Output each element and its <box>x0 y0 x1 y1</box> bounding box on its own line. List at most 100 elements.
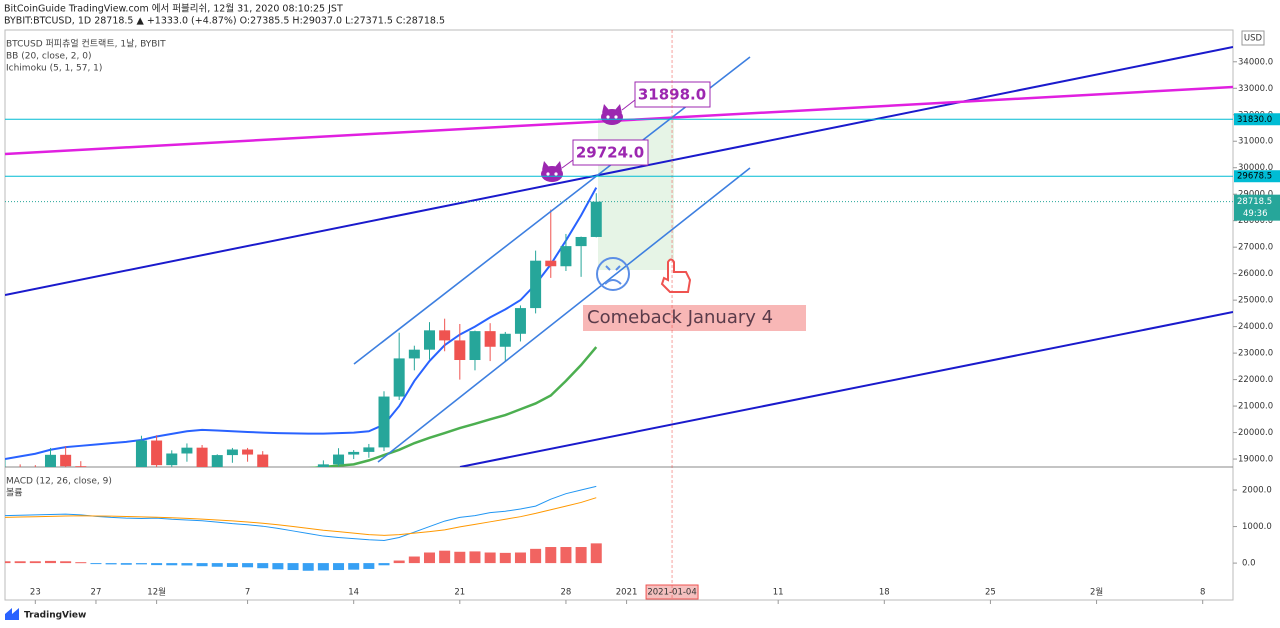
candle-body <box>348 451 360 455</box>
overlay-line <box>5 187 598 461</box>
candle-body <box>514 308 526 334</box>
channel-line <box>377 167 751 463</box>
candle-body <box>242 449 254 455</box>
x-tick-label: 11 <box>773 588 784 598</box>
logo-icon <box>5 608 19 620</box>
candle-body <box>545 260 557 267</box>
y-tick-label: 23000.0 <box>1238 349 1273 359</box>
note-text: Comeback January 4 <box>587 307 773 328</box>
histogram-bar <box>60 561 72 564</box>
histogram-bar <box>363 563 375 569</box>
histogram-bar <box>5 561 11 564</box>
y-tick-label: 25000.0 <box>1238 296 1273 306</box>
trend-line <box>5 46 1233 296</box>
candle-body <box>484 331 496 347</box>
note-box <box>583 305 806 331</box>
candle-body <box>317 464 329 467</box>
y-tick-label: 2000.0 <box>1242 486 1272 496</box>
candle-body <box>181 447 193 454</box>
histogram-bar <box>560 547 572 564</box>
signal-line <box>5 497 597 536</box>
x-tick-label: 14 <box>348 588 359 598</box>
legend-volume: 볼륨 <box>6 488 23 499</box>
candle-body <box>257 454 269 467</box>
x-tick-label: 25 <box>985 588 996 598</box>
currency: USD <box>1244 34 1263 44</box>
y-tick-label: 31000.0 <box>1238 137 1273 147</box>
histogram-bar <box>454 551 466 564</box>
histogram-bar <box>272 563 284 570</box>
y-tick-label: 22000.0 <box>1238 375 1273 385</box>
x-tick-label: 18 <box>879 588 890 598</box>
histogram-bar <box>333 563 345 571</box>
x-tick-label: 2월 <box>1090 587 1103 598</box>
candle-body <box>151 440 163 466</box>
histogram-bar <box>484 552 496 564</box>
histogram-bar <box>151 563 163 566</box>
symbol-line: BYBIT:BTCUSD, 1D 28718.5 ▲ +1333.0 (+4.8… <box>4 16 445 27</box>
candle-body <box>363 447 375 452</box>
candle-body <box>211 455 223 467</box>
histogram-bar <box>211 563 223 567</box>
callout-pointer <box>621 99 636 111</box>
x-tick-label: 27 <box>91 588 102 598</box>
candle-body <box>196 447 208 467</box>
publish-line: BitCoinGuide TradingView.com 에서 퍼블리쉬, 12… <box>4 3 343 15</box>
y-tick-label: 34000.0 <box>1238 57 1273 67</box>
histogram-bar <box>75 562 87 564</box>
histogram-bar <box>348 563 360 570</box>
sad-face-icon <box>596 257 630 291</box>
histogram-bar <box>196 563 208 567</box>
candle-body <box>408 349 420 359</box>
histogram-bar <box>135 563 147 565</box>
histogram-bar <box>287 563 299 571</box>
candle-body <box>560 246 572 267</box>
histogram-bar <box>44 560 56 564</box>
x-tick-label: 12월 <box>147 587 166 598</box>
currency-box <box>1241 30 1265 46</box>
y-tick-label: 30000.0 <box>1238 163 1273 173</box>
histogram-bar <box>423 552 435 564</box>
candle-body <box>60 454 72 467</box>
histogram-bar <box>439 550 451 564</box>
channel-line <box>353 56 751 365</box>
legend-ichimoku: Ichimoku (5, 1, 57, 1) <box>6 64 102 74</box>
histogram-bar <box>575 547 587 564</box>
histogram-bar <box>530 548 542 564</box>
main-pane <box>5 187 602 467</box>
histogram-bar <box>514 552 526 564</box>
x-tick-label: 8 <box>1200 588 1205 598</box>
pointer-hand-icon <box>660 258 692 293</box>
y-tick-label: 28000.0 <box>1238 216 1273 226</box>
plot-frame <box>4 29 1234 601</box>
x-tick-label: 28 <box>561 588 572 598</box>
macd-pane <box>5 485 602 571</box>
candle-body <box>499 333 511 347</box>
x-tick-label: 23 <box>30 588 41 598</box>
y-tick-label: 20000.0 <box>1238 428 1273 438</box>
y-tick-label: 1000.0 <box>1242 522 1272 532</box>
histogram-bar <box>499 552 511 564</box>
histogram-bar <box>29 561 41 564</box>
histogram-bar <box>302 563 314 571</box>
cat-icon <box>601 104 623 125</box>
candle-body <box>454 340 466 361</box>
callout-text: 29724.0 <box>576 144 644 162</box>
legend-symbol: BTCUSD 퍼피츄얼 컨트랙트, 1날, BYBIT <box>6 39 166 50</box>
histogram-bar <box>590 543 602 564</box>
cat-icon <box>541 161 563 182</box>
candle-body <box>590 201 602 237</box>
x-tick-label: 21 <box>454 588 465 598</box>
x-tick-label: 7 <box>245 588 250 598</box>
x-tick-label: 2021 <box>616 588 638 598</box>
histogram-bar <box>14 561 26 564</box>
histogram-bar <box>257 563 269 569</box>
histogram-bar <box>317 563 329 571</box>
candle-body <box>333 454 345 465</box>
histogram-bar <box>378 563 390 566</box>
histogram-bar <box>469 551 481 564</box>
last-price-tag <box>1234 194 1280 221</box>
candle-body <box>378 396 390 448</box>
trend-line <box>459 311 1233 467</box>
